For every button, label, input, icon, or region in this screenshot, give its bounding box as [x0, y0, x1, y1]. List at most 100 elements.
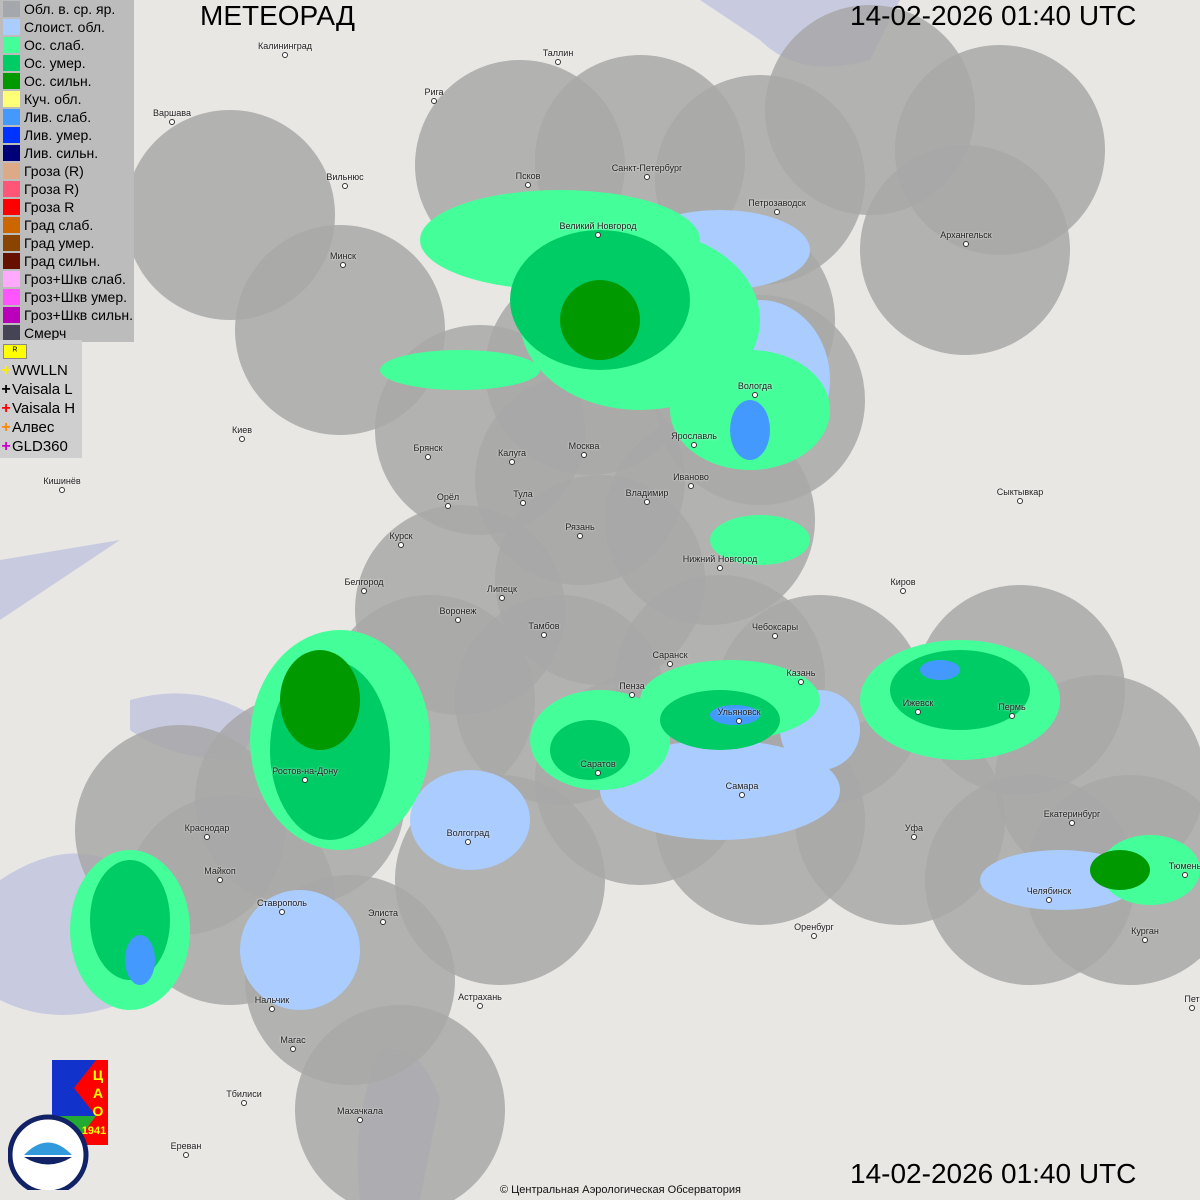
precip-echo	[710, 515, 810, 565]
city-label: Ижевск	[902, 698, 934, 708]
svg-text:А: А	[93, 1085, 103, 1101]
lightning-source: + Vaisala L	[0, 380, 82, 399]
legend-item: Гроз+Шкв слаб.	[0, 270, 134, 288]
city-marker	[380, 919, 386, 925]
city-label: Екатеринбург	[1043, 809, 1101, 819]
legend-label: Обл. в. ср. яр.	[24, 1, 116, 17]
city-label: Нижний Новгород	[682, 554, 758, 564]
legend-swatch	[3, 109, 20, 125]
precip-echo	[560, 280, 640, 360]
legend-item: Град умер.	[0, 234, 134, 252]
legend-label: Лив. слаб.	[24, 109, 92, 125]
legend-item: Лив. сильн.	[0, 144, 134, 162]
city-label: Элиста	[368, 908, 398, 918]
city-marker	[644, 499, 650, 505]
cross-icon: +	[1, 437, 11, 455]
city-marker	[1189, 1005, 1195, 1011]
city-label: Петрозаводск	[748, 198, 806, 208]
city-label: Пенза	[619, 681, 645, 691]
city-marker	[520, 500, 526, 506]
city-marker	[774, 209, 780, 215]
legend-item: Град сильн.	[0, 252, 134, 270]
city-marker	[688, 483, 694, 489]
city-marker	[736, 718, 742, 724]
city-label: Архангельск	[940, 230, 992, 240]
city-marker	[342, 183, 348, 189]
legend-swatch	[3, 55, 20, 71]
cross-icon: +	[1, 399, 11, 417]
legend-item: Куч. обл.	[0, 90, 134, 108]
lightning-source-label: Алвес	[12, 419, 55, 436]
city-marker	[629, 692, 635, 698]
city-label: Магас	[280, 1035, 306, 1045]
city-label: Великий Новгород	[559, 221, 637, 231]
legend-swatch	[3, 163, 20, 179]
city-label: Саратов	[580, 759, 616, 769]
lightning-legend: ᴿ + WWLLN + Vaisala L + Vaisala H + Алвес + GLD36…	[0, 340, 82, 458]
legend-label: Гроз+Шкв сильн.	[24, 307, 133, 323]
legend-item: Смерч	[0, 324, 134, 342]
city-marker	[1142, 937, 1148, 943]
city-label: Рига	[424, 87, 444, 97]
lightning-source: + Vaisala H	[0, 399, 82, 418]
legend-item: Ос. сильн.	[0, 72, 134, 90]
cross-icon: +	[1, 380, 11, 398]
city-label: Киев	[231, 425, 253, 435]
roshydromet-logo	[8, 1114, 89, 1190]
city-marker	[357, 1117, 363, 1123]
city-label: Уфа	[904, 823, 924, 833]
city-marker	[477, 1003, 483, 1009]
city-label: Пермь	[998, 702, 1026, 712]
city-label: Брянск	[413, 443, 443, 453]
city-marker	[691, 442, 697, 448]
city-label: Киров	[890, 577, 916, 587]
legend-swatch	[3, 127, 20, 143]
copyright: © Центральная Аэрологическая Обсерватори…	[500, 1184, 741, 1196]
city-marker	[217, 877, 223, 883]
legend-swatch	[3, 289, 20, 305]
legend-item: Гроз+Шкв сильн.	[0, 306, 134, 324]
city-marker	[1069, 820, 1075, 826]
city-marker	[445, 503, 451, 509]
precip-echo	[710, 705, 760, 725]
precip-echo	[380, 350, 540, 390]
city-marker	[525, 182, 531, 188]
legend-swatch	[3, 217, 20, 233]
city-label: Владимир	[625, 488, 669, 498]
city-marker	[595, 232, 601, 238]
city-marker	[1009, 713, 1015, 719]
city-label: Таллин	[542, 48, 574, 58]
city-label: Майкоп	[204, 866, 236, 876]
city-marker	[963, 241, 969, 247]
city-marker	[900, 588, 906, 594]
legend-item: Лив. слаб.	[0, 108, 134, 126]
legend-label: Гроз+Шкв слаб.	[24, 271, 126, 287]
radar-coverage	[75, 5, 1200, 1200]
city-label: Орёл	[436, 492, 460, 502]
precip-echo	[1090, 850, 1150, 890]
city-marker	[772, 633, 778, 639]
legend-label: Лив. умер.	[24, 127, 93, 143]
city-marker	[811, 933, 817, 939]
city-marker	[465, 839, 471, 845]
legend-swatch	[3, 1, 20, 17]
cross-icon: +	[1, 418, 11, 436]
radar-circle	[295, 1005, 505, 1200]
city-marker	[290, 1046, 296, 1052]
city-marker	[340, 262, 346, 268]
svg-text:Ц: Ц	[93, 1067, 104, 1083]
lightning-flag-icon[interactable]: ᴿ	[3, 344, 27, 359]
city-marker	[204, 834, 210, 840]
legend-swatch	[3, 271, 20, 287]
logos: Ц А О 1941	[8, 1060, 108, 1190]
legend-label: Лив. сильн.	[24, 145, 99, 161]
legend-swatch	[3, 307, 20, 323]
legend-label: Гроз+Шкв умер.	[24, 289, 128, 305]
legend-item: Слоист. обл.	[0, 18, 134, 36]
legend-swatch	[3, 37, 20, 53]
city-label: Саранск	[652, 650, 688, 660]
city-label: Волгоград	[446, 828, 490, 838]
city-marker	[1046, 897, 1052, 903]
city-label: Челябинск	[1026, 886, 1072, 896]
